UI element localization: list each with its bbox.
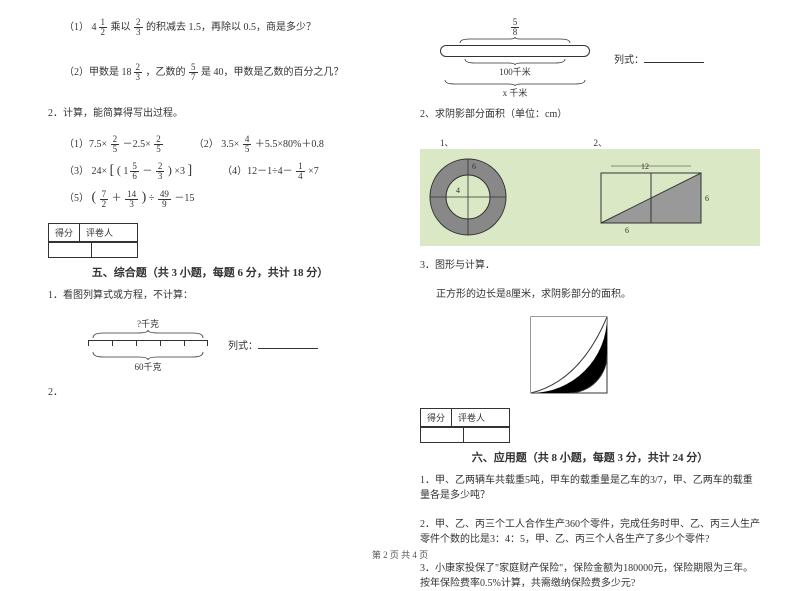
rect-triangle-shape: 12 6 6 [591, 163, 711, 233]
brace-icon [460, 57, 570, 65]
bar-top-label: ?千克 [88, 317, 208, 330]
q2-row3: （5） ( 72 ＋ 143 ) ÷ 499 －15 [64, 189, 372, 208]
text: 乘以 [111, 22, 131, 33]
shapes-container: 4 6 12 6 6 [420, 149, 760, 246]
q1-1-prefix: （1） [64, 22, 89, 33]
svg-text:12: 12 [641, 163, 649, 171]
fraction: 57 [189, 63, 198, 82]
section5-title: 五、综合题（共 3 小题，每题 6 分，共计 18 分） [48, 264, 372, 280]
bar-bottom-label: 60千克 [88, 360, 208, 373]
s6-q2: 2．甲、乙、丙三个工人合作生产360个零件，完成任务时甲、乙、丙三人生产零件个数… [420, 517, 760, 547]
brace-icon [440, 37, 590, 45]
mixed-fraction: 4 12 [92, 18, 109, 37]
q2-head: 2．计算，能简算得写出过程。 [48, 106, 372, 121]
bar-diagram: ?千克 60千克 列式： [88, 317, 372, 373]
q2-row2: （3） 24× [ ( 156 － 23 ) ×3 ] （4）12－1÷4－ 1… [64, 162, 372, 181]
score-label: 得分 [49, 224, 80, 241]
square-arcs-shape [530, 316, 608, 394]
grader-label: 评卷人 [80, 224, 119, 241]
mixed-fraction: 18 23 [122, 63, 144, 82]
fraction: 58 [511, 18, 520, 37]
q1-1: （1） 4 12 乘以 23 的积减去 1.5，再除以 0.5，商是多少？ [48, 18, 372, 37]
brace-bottom-icon [88, 350, 208, 360]
score-label: 得分 [421, 409, 452, 426]
text: 是 40，甲数是乙数的百分之几？ [201, 67, 344, 78]
s5-q1: 1．看图列算式或方程，不计算： [48, 288, 372, 303]
fraction: 23 [134, 18, 143, 37]
q2-i5: （5） ( 72 ＋ 143 ) ÷ 499 －15 [64, 189, 194, 208]
r-q3-head: 3．图形与计算． [420, 258, 760, 273]
q2-i3: （3） 24× [ ( 156 － 23 ) ×3 ] [64, 162, 192, 181]
svg-text:6: 6 [472, 162, 476, 171]
shape-labels: 1、 2、 [440, 136, 760, 149]
r-q2-head: 2、求阴影部分面积（单位：cm） [420, 107, 760, 122]
s6-q1: 1．甲、乙两辆车共载重5吨，甲车的载重量是乙车的3/7，甲、乙两车的载重量各是多… [420, 473, 760, 503]
mid-label: 100千米 [440, 65, 590, 78]
list-equation: 列式： [614, 51, 704, 66]
answer-blank[interactable] [258, 339, 318, 349]
r-q3-sub: 正方形的边长是8厘米，求阴影部分的面积。 [420, 287, 760, 302]
svg-text:4: 4 [456, 186, 460, 195]
q2-i1: （1）7.5× 25 －2.5× 25 [64, 135, 164, 154]
q1-2: （2）甲数是 18 23 ，乙数的 57 是 40，甲数是乙数的百分之几？ [48, 63, 372, 82]
text: ，乙数的 [146, 67, 186, 78]
tick-bar [88, 340, 208, 350]
score-box: 得分 评卷人 [48, 223, 138, 242]
list-equation: 列式： [228, 337, 318, 352]
annulus-shape: 4 6 [426, 155, 511, 240]
right-column: 58 100千米 x 千米 列式： 2、求阴影部分面积（单位：cm） 1、 2、… [400, 0, 800, 565]
brace-top-icon [88, 330, 208, 340]
section6-title: 六、应用题（共 8 小题，每题 3 分，共计 24 分） [420, 449, 760, 465]
rounded-bar [440, 45, 590, 57]
s6-q3: 3．小康家投保了"家庭财产保险"，保险金额为180000元，保险期限为三年。按年… [420, 561, 760, 591]
answer-blank[interactable] [644, 53, 704, 63]
left-column: （1） 4 12 乘以 23 的积减去 1.5，再除以 0.5，商是多少？ （2… [0, 0, 400, 565]
bottom-label: x 千米 [440, 86, 590, 99]
svg-text:6: 6 [705, 194, 709, 203]
page-footer: 第 2 页 共 4 页 [0, 548, 800, 561]
text: 的积减去 1.5，再除以 0.5，商是多少？ [146, 22, 316, 33]
q1-2-prefix: （2）甲数是 [64, 67, 119, 78]
s5-q2: 2． [48, 385, 372, 400]
q2-i2: （2） 3.5× 45 ＋5.5×80%＋0.8 [194, 135, 324, 154]
diagram1: 58 100千米 x 千米 列式： [440, 18, 760, 99]
score-box: 得分 评卷人 [420, 408, 510, 427]
svg-text:6: 6 [625, 226, 629, 233]
square-arcs [530, 316, 760, 394]
q2-i4: （4）12－1÷4－ 14 ×7 [222, 162, 319, 181]
score-box-empty [48, 242, 138, 258]
q2-row1: （1）7.5× 25 －2.5× 25 （2） 3.5× 45 ＋5.5×80%… [64, 135, 372, 154]
grader-label: 评卷人 [452, 409, 491, 426]
brace-icon [440, 78, 590, 86]
score-box-empty [420, 427, 510, 443]
